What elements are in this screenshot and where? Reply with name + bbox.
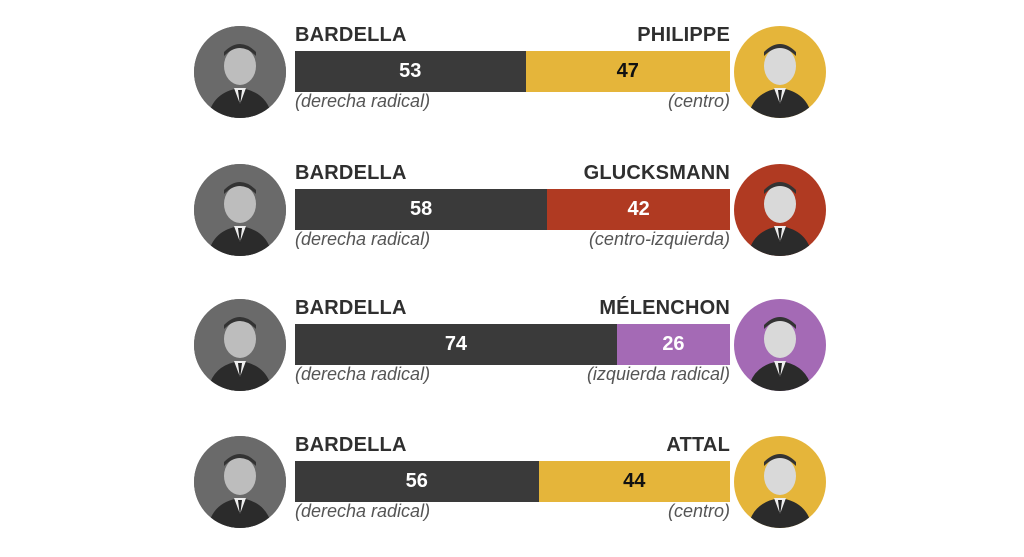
data-label: 58 xyxy=(410,198,433,220)
candidate-name: MÉLENCHON xyxy=(599,297,730,319)
stacked-bar: 53 47 xyxy=(295,51,730,92)
candidate-name: ATTAL xyxy=(666,434,730,456)
candidate-name: BARDELLA xyxy=(295,297,407,319)
party-label: (centro) xyxy=(667,91,730,111)
data-label: 56 xyxy=(405,470,428,492)
matchup-row: BARDELLA PHILIPPE 53 47 (derecha radical) (ce… xyxy=(194,24,830,124)
data-label: 47 xyxy=(616,60,639,82)
bar-segment: 47 xyxy=(525,51,730,92)
bar-segment: 56 xyxy=(295,461,539,502)
party-label: (izquierda radical) xyxy=(586,364,730,384)
data-label: 44 xyxy=(623,470,646,492)
party-label: (derecha radical) xyxy=(295,91,431,111)
candidate-name: BARDELLA xyxy=(295,24,407,46)
data-label: 26 xyxy=(662,333,685,355)
bar-segment: 44 xyxy=(538,461,730,502)
avatar xyxy=(734,26,826,118)
avatar xyxy=(194,164,286,256)
matchup-row: BARDELLA GLUCKSMANN 58 42 (derecha radical) (… xyxy=(194,162,830,262)
data-label: 74 xyxy=(444,333,468,355)
avatar xyxy=(734,164,826,256)
stacked-bar: 74 26 xyxy=(295,324,730,365)
bar-segment: 53 xyxy=(295,51,526,92)
candidate-name: BARDELLA xyxy=(295,162,407,184)
avatar xyxy=(194,299,286,391)
avatar xyxy=(194,436,286,528)
party-label: (centro) xyxy=(667,501,730,521)
stacked-bar: 58 42 xyxy=(295,189,730,230)
candidate-name: GLUCKSMANN xyxy=(583,162,730,184)
party-label: (derecha radical) xyxy=(295,501,431,521)
avatar xyxy=(734,299,826,391)
matchup-row: BARDELLA MÉLENCHON 74 26 (derecha radical) (i… xyxy=(194,297,830,397)
bar-segment: 26 xyxy=(616,324,730,365)
bar-segment: 74 xyxy=(295,324,617,365)
candidate-name: BARDELLA xyxy=(295,434,407,456)
matchup-row: BARDELLA ATTAL 56 44 (derecha radical) (centr… xyxy=(194,434,830,534)
data-label: 42 xyxy=(627,198,650,220)
candidate-name: PHILIPPE xyxy=(637,24,730,46)
data-label: 53 xyxy=(399,60,422,82)
party-label: (centro-izquierda) xyxy=(588,229,730,249)
bar-segment: 58 xyxy=(295,189,548,230)
party-label: (derecha radical) xyxy=(295,229,431,249)
avatar xyxy=(194,26,286,118)
avatar xyxy=(734,436,826,528)
bar-segment: 42 xyxy=(547,189,730,230)
party-label: (derecha radical) xyxy=(295,364,431,384)
stacked-bar: 56 44 xyxy=(295,461,730,502)
